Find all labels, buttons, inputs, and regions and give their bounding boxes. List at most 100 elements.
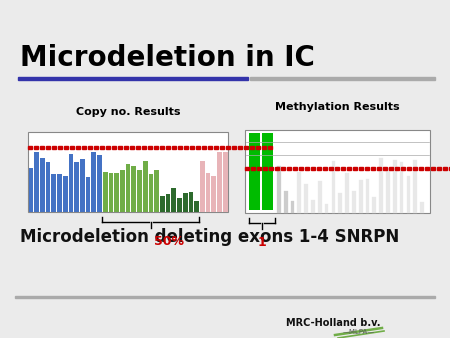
Bar	[257, 167, 261, 170]
Bar	[189, 192, 193, 212]
Bar	[148, 174, 153, 212]
Bar	[184, 146, 188, 149]
Bar	[142, 146, 146, 149]
Bar	[393, 160, 396, 213]
Bar	[365, 167, 369, 170]
Bar	[45, 162, 50, 212]
Bar	[126, 164, 130, 212]
Bar	[112, 146, 116, 149]
Bar	[449, 167, 450, 170]
Bar	[160, 196, 165, 212]
Bar	[366, 179, 369, 213]
Bar	[166, 194, 171, 212]
Bar	[373, 197, 376, 213]
Bar	[86, 177, 90, 212]
Bar	[443, 167, 447, 170]
Bar	[183, 193, 188, 212]
Bar	[136, 146, 140, 149]
Bar	[245, 130, 430, 213]
Text: 50%: 50%	[154, 235, 184, 248]
Bar	[178, 146, 182, 149]
Bar	[64, 146, 68, 149]
Text: Methylation Results: Methylation Results	[275, 102, 400, 112]
Bar	[347, 167, 351, 170]
Bar	[413, 167, 417, 170]
Bar	[100, 146, 104, 149]
Bar	[420, 201, 424, 213]
Bar	[28, 168, 33, 212]
Bar	[51, 174, 56, 212]
Bar	[15, 296, 435, 297]
Bar	[401, 167, 405, 170]
Bar	[345, 173, 349, 213]
Bar	[431, 167, 435, 170]
Bar	[262, 133, 273, 210]
Bar	[325, 204, 328, 213]
Bar	[80, 159, 85, 212]
Bar	[28, 146, 32, 149]
Bar	[177, 198, 182, 212]
Bar	[34, 146, 38, 149]
Bar	[371, 167, 375, 170]
Bar	[223, 152, 228, 212]
Bar	[275, 167, 279, 170]
Bar	[251, 167, 255, 170]
Bar	[52, 146, 56, 149]
Bar	[297, 172, 301, 213]
Bar	[437, 167, 441, 170]
Bar	[40, 158, 45, 212]
Bar	[148, 146, 152, 149]
Bar	[419, 167, 423, 170]
Bar	[277, 166, 281, 213]
Bar	[217, 152, 222, 212]
Bar	[318, 182, 322, 213]
Bar	[214, 146, 218, 149]
Bar	[238, 146, 242, 149]
Bar	[131, 166, 136, 212]
Bar	[281, 167, 285, 170]
Bar	[256, 146, 260, 149]
Bar	[311, 200, 315, 213]
Bar	[377, 167, 381, 170]
Bar	[379, 158, 383, 213]
Bar	[244, 146, 248, 149]
Bar	[143, 161, 148, 212]
Bar	[352, 191, 356, 213]
Bar	[137, 170, 142, 212]
Bar	[220, 146, 224, 149]
Bar	[76, 146, 80, 149]
Bar	[91, 152, 96, 212]
Bar	[332, 161, 335, 213]
Bar	[154, 170, 159, 212]
Bar	[172, 146, 176, 149]
Bar	[305, 167, 309, 170]
Bar	[208, 146, 212, 149]
Bar	[200, 162, 205, 212]
Text: Copy no. Results: Copy no. Results	[76, 107, 180, 117]
Bar	[212, 176, 216, 212]
Bar	[287, 167, 291, 170]
Bar	[304, 184, 308, 213]
Bar	[18, 77, 248, 80]
Bar	[206, 173, 210, 212]
Bar	[97, 155, 102, 212]
Bar	[46, 146, 50, 149]
Bar	[250, 146, 254, 149]
Bar	[103, 172, 108, 212]
Bar	[57, 174, 62, 212]
Bar	[196, 146, 200, 149]
Bar	[284, 191, 288, 213]
Bar	[34, 152, 39, 212]
Bar	[329, 167, 333, 170]
Bar	[262, 146, 266, 149]
Bar	[82, 146, 86, 149]
Bar	[323, 167, 327, 170]
Text: Microdeletion deleting exons 1-4 SNRPN: Microdeletion deleting exons 1-4 SNRPN	[20, 228, 399, 246]
Bar	[291, 201, 294, 213]
Bar	[425, 167, 429, 170]
Bar	[359, 167, 363, 170]
Bar	[383, 167, 387, 170]
Bar	[389, 167, 393, 170]
Text: MRC-Holland b.v.: MRC-Holland b.v.	[285, 318, 380, 328]
Bar	[407, 167, 411, 170]
